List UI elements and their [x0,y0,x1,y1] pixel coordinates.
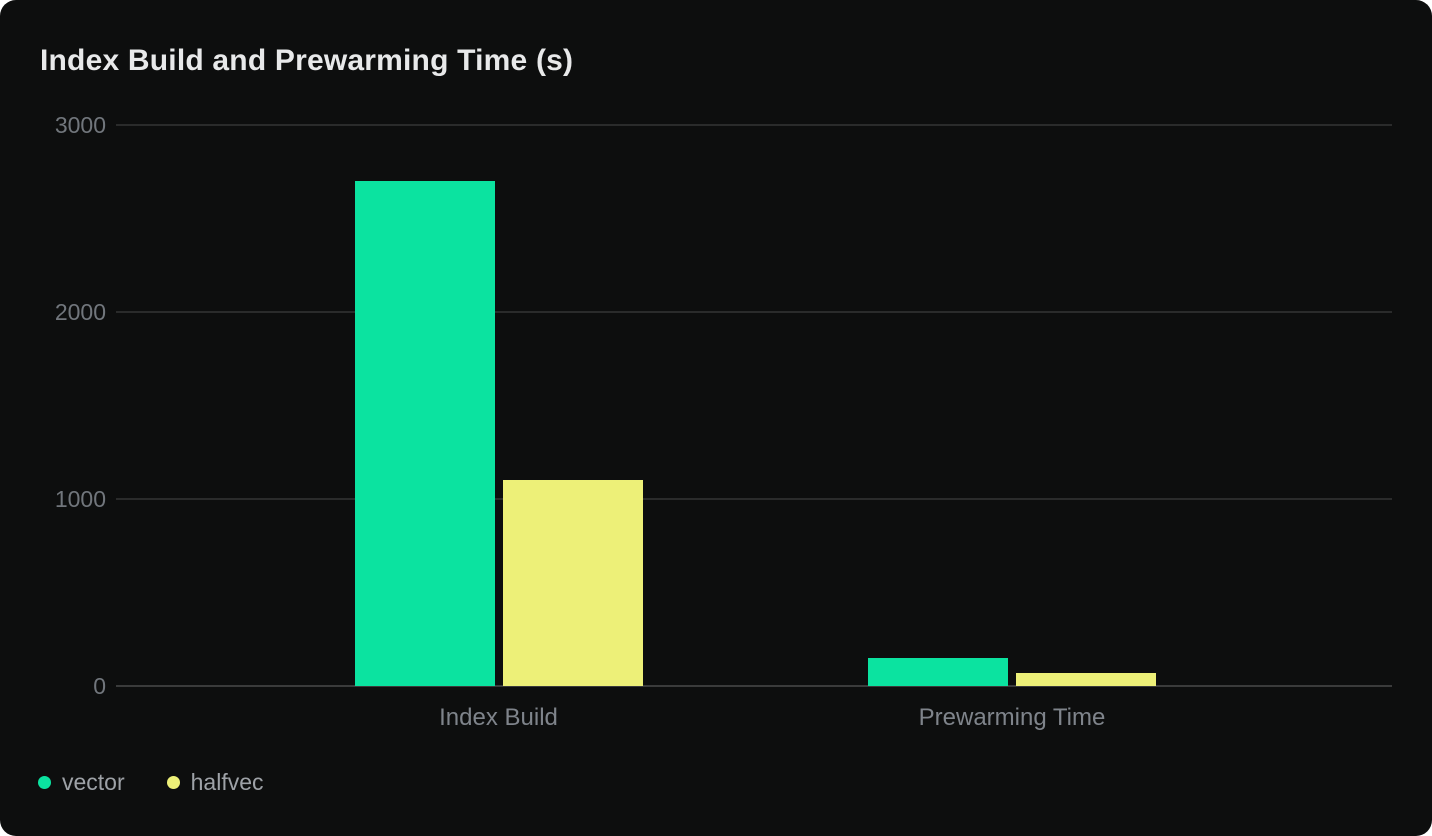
gridline-2000 [116,311,1392,313]
bar-halfvec-index-build[interactable] [502,480,643,686]
legend-label-halfvec: halfvec [190,769,264,795]
legend-dot-vector [38,776,51,789]
legend: vector halfvec [38,769,264,796]
legend-item-vector[interactable]: vector [38,769,125,796]
y-tick-label-1000: 1000 [54,486,106,512]
y-tick-label-3000: 3000 [54,112,106,138]
bar-vector-prewarming-time[interactable] [868,658,1008,686]
gridline-1000 [116,498,1392,500]
gridline-3000 [116,124,1392,126]
legend-dot-halfvec [166,776,180,789]
bar-halfvec-prewarming-time[interactable] [1016,673,1156,686]
plot-area: Index Build Prewarming Time [116,124,1392,731]
y-tick-label-0: 0 [93,673,106,699]
x-label-prewarming-time: Prewarming Time [918,704,1106,731]
bar-vector-index-build[interactable] [354,181,495,686]
legend-item-halfvec[interactable]: halfvec [166,769,264,796]
legend-label-vector: vector [62,769,125,795]
x-label-index-build: Index Build [439,704,558,731]
gridline-0 [116,685,1392,687]
chart-title: Index Build and Prewarming Time (s) [40,44,574,77]
y-tick-label-2000: 2000 [54,299,106,325]
